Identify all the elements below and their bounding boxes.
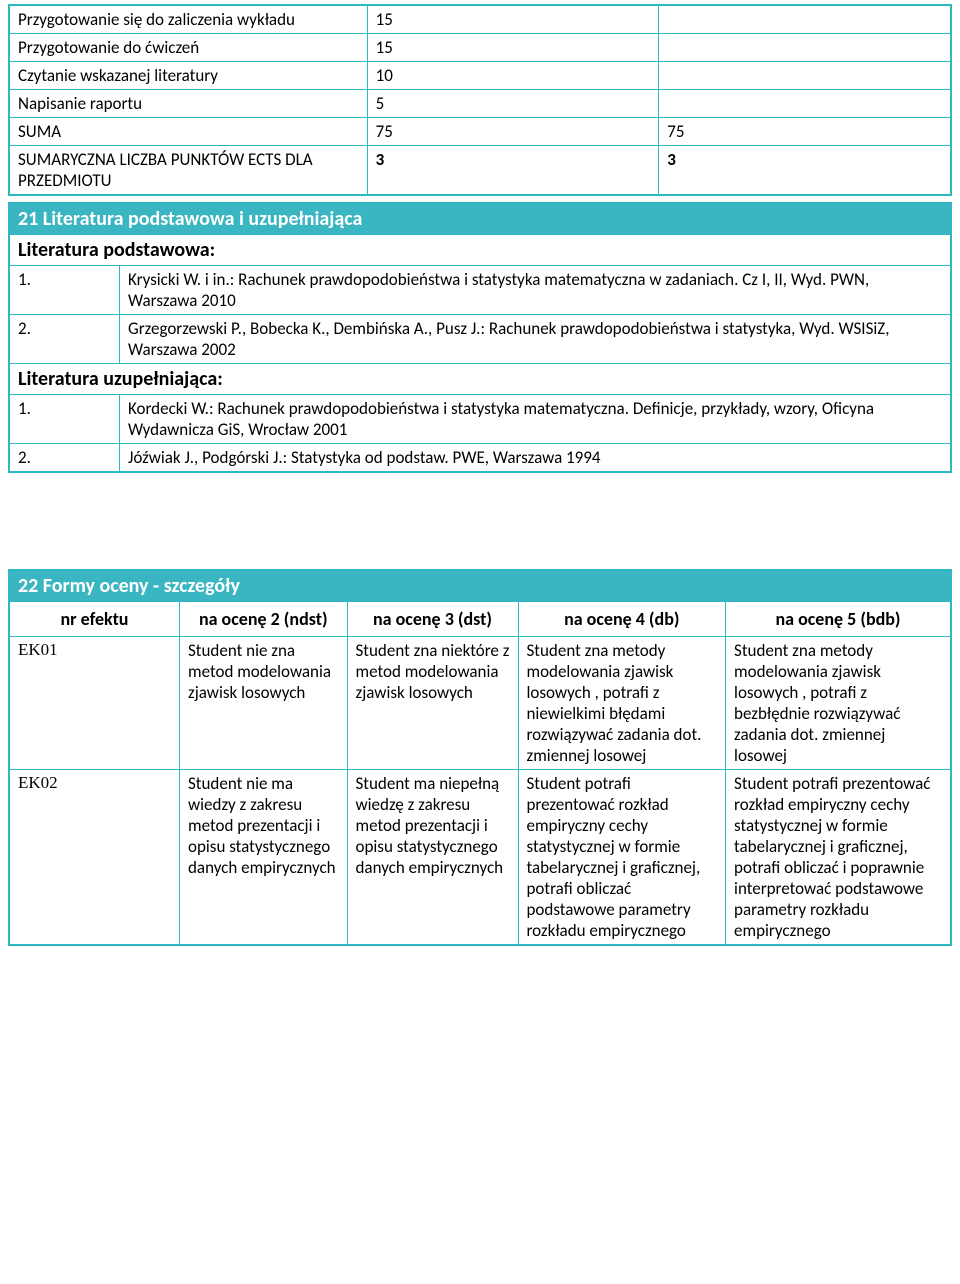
workload-val2 [659, 90, 951, 118]
table-row: 1. Krysicki W. i in.: Rachunek prawdopod… [10, 266, 951, 315]
grade4-desc: Student zna metody modelowania zjawisk l… [518, 637, 726, 770]
section-22-title: 22 Formy oceny - szczegóły [10, 571, 951, 602]
workload-label: Czytanie wskazanej literatury [10, 62, 368, 90]
workload-val2: 75 [659, 118, 951, 146]
grade5-desc: Student zna metody modelowania zjawisk l… [726, 637, 951, 770]
table-row: Przygotowanie się do zaliczenia wykładu … [10, 6, 951, 34]
lit-num: 2. [10, 444, 120, 472]
basic-heading: Literatura podstawowa: [10, 235, 951, 266]
workload-label: Przygotowanie się do zaliczenia wykładu [10, 6, 368, 34]
workload-table: Przygotowanie się do zaliczenia wykładu … [9, 5, 951, 195]
section-21-title: 21 Literatura podstawowa i uzupełniająca [10, 204, 951, 235]
grade2-desc: Student nie ma wiedzy z zakresu metod pr… [180, 770, 348, 945]
col-header-grade3: na ocenę 3 (dst) [347, 602, 518, 637]
table-row: SUMA 75 75 [10, 118, 951, 146]
section-header-row: 22 Formy oceny - szczegóły [10, 571, 951, 602]
section-22: 22 Formy oceny - szczegóły nr efektu na … [8, 569, 952, 946]
grade3-desc: Student zna niektóre z metod modelowania… [347, 637, 518, 770]
table-row: 1. Kordecki W.: Rachunek prawdopodobieńs… [10, 395, 951, 444]
effect-id: EK02 [10, 770, 180, 945]
workload-val1: 3 [367, 146, 659, 195]
grade3-desc: Student ma niepełną wiedzę z zakresu met… [347, 770, 518, 945]
grades-table: 22 Formy oceny - szczegóły nr efektu na … [9, 570, 951, 945]
effect-id: EK01 [10, 637, 180, 770]
workload-val1: 15 [367, 6, 659, 34]
grade4-desc: Student potrafi prezentować rozkład empi… [518, 770, 726, 945]
subheader-row: Literatura uzupełniająca: [10, 364, 951, 395]
lit-num: 2. [10, 315, 120, 364]
table-row: Czytanie wskazanej literatury 10 [10, 62, 951, 90]
section-header-row: 21 Literatura podstawowa i uzupełniająca [10, 204, 951, 235]
workload-label: SUMARYCZNA LICZBA PUNKTÓW ECTS DLA PRZED… [10, 146, 368, 195]
grades-header-row: nr efektu na ocenę 2 (ndst) na ocenę 3 (… [10, 602, 951, 637]
supp-heading: Literatura uzupełniająca: [10, 364, 951, 395]
workload-val2 [659, 6, 951, 34]
workload-label: Przygotowanie do ćwiczeń [10, 34, 368, 62]
workload-block: Przygotowanie się do zaliczenia wykładu … [8, 4, 952, 196]
workload-label: SUMA [10, 118, 368, 146]
col-header-grade2: na ocenę 2 (ndst) [180, 602, 348, 637]
lit-text: Kordecki W.: Rachunek prawdopodobieństwa… [120, 395, 951, 444]
subheader-row: Literatura podstawowa: [10, 235, 951, 266]
lit-text: Grzegorzewski P., Bobecka K., Dembińska … [120, 315, 951, 364]
section-21: 21 Literatura podstawowa i uzupełniająca… [8, 202, 952, 473]
table-row: EK02 Student nie ma wiedzy z zakresu met… [10, 770, 951, 945]
table-row: 2. Jóźwiak J., Podgórski J.: Statystyka … [10, 444, 951, 472]
table-row: 2. Grzegorzewski P., Bobecka K., Dembińs… [10, 315, 951, 364]
workload-val1: 15 [367, 34, 659, 62]
grade5-desc: Student potrafi prezentować rozkład empi… [726, 770, 951, 945]
workload-val1: 75 [367, 118, 659, 146]
workload-label: Napisanie raportu [10, 90, 368, 118]
workload-body: Przygotowanie się do zaliczenia wykładu … [10, 6, 951, 195]
grade2-desc: Student nie zna metod modelowania zjawis… [180, 637, 348, 770]
literature-table: 21 Literatura podstawowa i uzupełniająca… [9, 203, 951, 472]
workload-val1: 5 [367, 90, 659, 118]
table-row: EK01 Student nie zna metod modelowania z… [10, 637, 951, 770]
lit-num: 1. [10, 395, 120, 444]
col-header-grade4: na ocenę 4 (db) [518, 602, 726, 637]
table-row: Przygotowanie do ćwiczeń 15 [10, 34, 951, 62]
lit-text: Jóźwiak J., Podgórski J.: Statystyka od … [120, 444, 951, 472]
table-row: Napisanie raportu 5 [10, 90, 951, 118]
spacer [8, 479, 952, 569]
workload-val2 [659, 62, 951, 90]
lit-num: 1. [10, 266, 120, 315]
workload-val2: 3 [659, 146, 951, 195]
lit-text: Krysicki W. i in.: Rachunek prawdopodobi… [120, 266, 951, 315]
workload-val2 [659, 34, 951, 62]
col-header-effect: nr efektu [10, 602, 180, 637]
workload-val1: 10 [367, 62, 659, 90]
col-header-grade5: na ocenę 5 (bdb) [726, 602, 951, 637]
table-row: SUMARYCZNA LICZBA PUNKTÓW ECTS DLA PRZED… [10, 146, 951, 195]
